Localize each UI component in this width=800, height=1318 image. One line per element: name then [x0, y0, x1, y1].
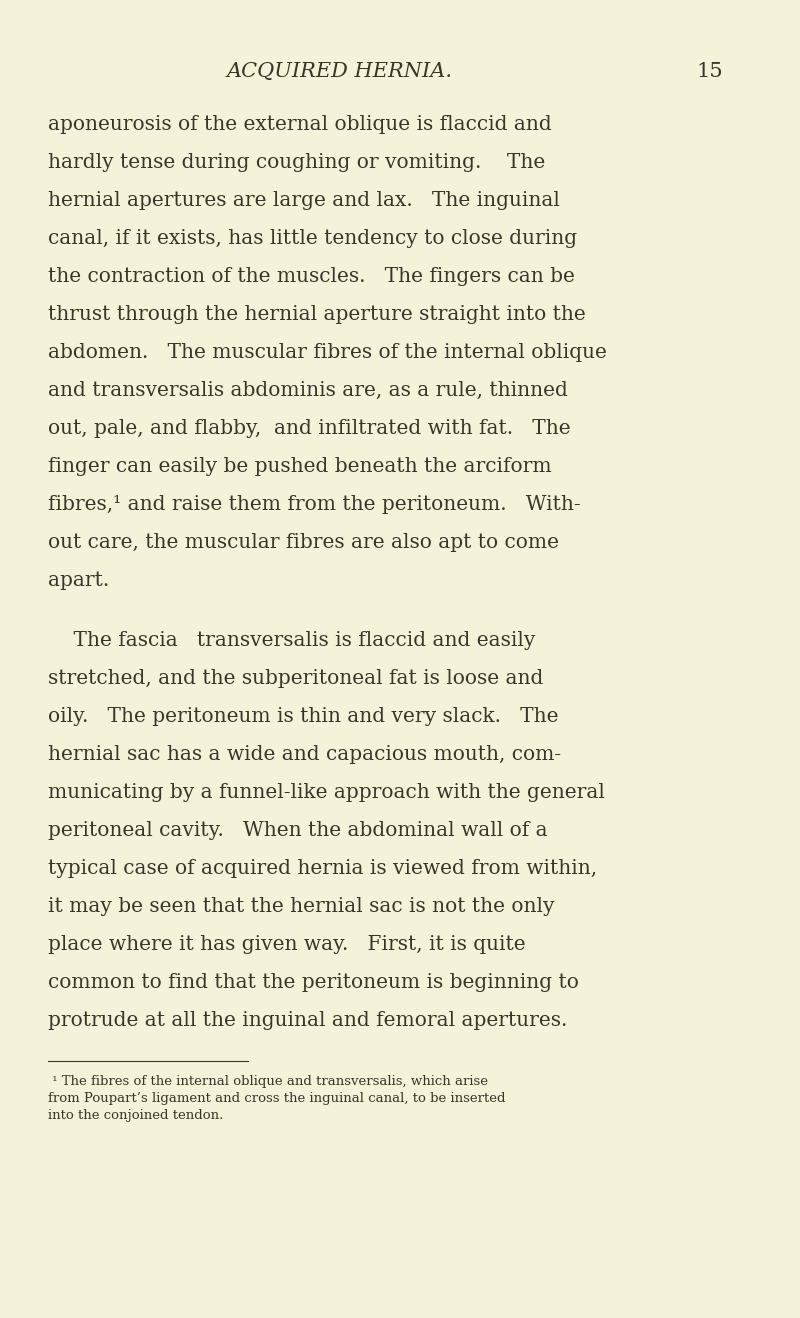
Text: out care, the muscular fibres are also apt to come: out care, the muscular fibres are also a…	[48, 532, 559, 552]
Text: hardly tense during coughing or vomiting.    The: hardly tense during coughing or vomiting…	[48, 153, 546, 173]
Text: hernial apertures are large and lax.   The inguinal: hernial apertures are large and lax. The…	[48, 191, 560, 210]
Text: fibres,¹ and raise them from the peritoneum.   With-: fibres,¹ and raise them from the periton…	[48, 496, 581, 514]
Text: out, pale, and flabby,  and infiltrated with fat.   The: out, pale, and flabby, and infiltrated w…	[48, 419, 570, 438]
Text: abdomen.   The muscular fibres of the internal oblique: abdomen. The muscular fibres of the inte…	[48, 343, 607, 362]
Text: common to find that the peritoneum is beginning to: common to find that the peritoneum is be…	[48, 973, 579, 992]
Text: ¹ The fibres of the internal oblique and transversalis, which arise: ¹ The fibres of the internal oblique and…	[48, 1075, 488, 1087]
Text: municating by a funnel-like approach with the general: municating by a funnel-like approach wit…	[48, 783, 605, 801]
Text: ACQUIRED HERNIA.: ACQUIRED HERNIA.	[227, 62, 453, 80]
Text: finger can easily be pushed beneath the arciform: finger can easily be pushed beneath the …	[48, 457, 552, 476]
Text: thrust through the hernial aperture straight into the: thrust through the hernial aperture stra…	[48, 304, 586, 324]
Text: hernial sac has a wide and capacious mouth, com-: hernial sac has a wide and capacious mou…	[48, 745, 561, 764]
Text: peritoneal cavity.   When the abdominal wall of a: peritoneal cavity. When the abdominal wa…	[48, 821, 548, 840]
Text: from Poupart’s ligament and cross the inguinal canal, to be inserted: from Poupart’s ligament and cross the in…	[48, 1093, 506, 1104]
Text: canal, if it exists, has little tendency to close during: canal, if it exists, has little tendency…	[48, 229, 577, 248]
Text: oily.   The peritoneum is thin and very slack.   The: oily. The peritoneum is thin and very sl…	[48, 706, 558, 726]
Text: it may be seen that the hernial sac is not the only: it may be seen that the hernial sac is n…	[48, 898, 554, 916]
Text: and transversalis abdominis are, as a rule, thinned: and transversalis abdominis are, as a ru…	[48, 381, 568, 399]
Text: The fascia   transversalis is flaccid and easily: The fascia transversalis is flaccid and …	[48, 631, 535, 650]
Text: 15: 15	[697, 62, 723, 80]
Text: apart.: apart.	[48, 571, 110, 590]
Text: the contraction of the muscles.   The fingers can be: the contraction of the muscles. The fing…	[48, 268, 575, 286]
Text: typical case of acquired hernia is viewed from within,: typical case of acquired hernia is viewe…	[48, 859, 597, 878]
Text: place where it has given way.   First, it is quite: place where it has given way. First, it …	[48, 934, 526, 954]
Text: stretched, and the subperitoneal fat is loose and: stretched, and the subperitoneal fat is …	[48, 670, 543, 688]
Text: into the conjoined tendon.: into the conjoined tendon.	[48, 1108, 223, 1122]
Text: protrude at all the inguinal and femoral apertures.: protrude at all the inguinal and femoral…	[48, 1011, 567, 1029]
Text: aponeurosis of the external oblique is flaccid and: aponeurosis of the external oblique is f…	[48, 115, 552, 134]
